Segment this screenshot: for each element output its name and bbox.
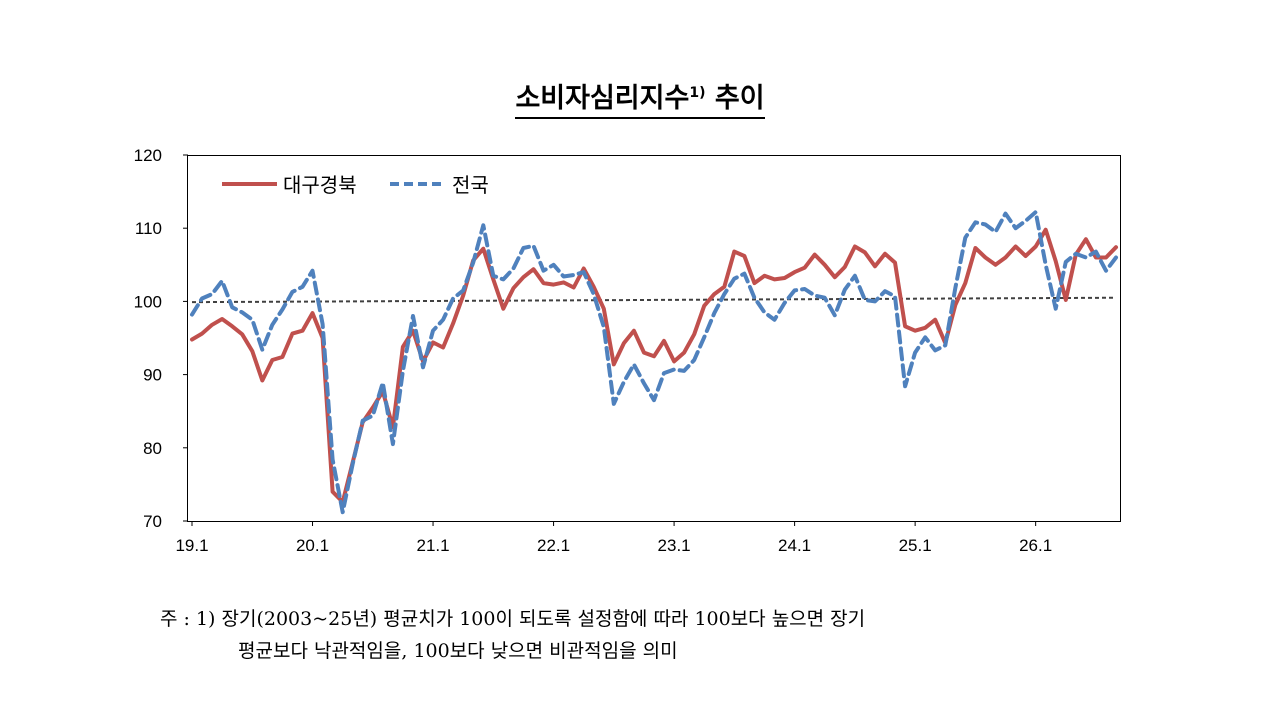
legend-label-daegu: 대구경북 <box>283 174 357 197</box>
x-tick-label: 19.1 <box>175 536 208 555</box>
title-main: 소비자심리지수 <box>515 83 690 114</box>
y-tick-label: 70 <box>143 512 162 531</box>
title-footnote-mark: 1) <box>689 85 706 101</box>
footnote-line-2: 평균보다 낙관적임을, 100보다 낮으면 비관적임을 의미 <box>238 640 678 662</box>
x-tick-label: 25.1 <box>899 536 932 555</box>
legend: 대구경북 전국 <box>222 174 489 197</box>
x-tick-label: 23.1 <box>658 536 691 555</box>
footnote: 주 : 1) 장기(2003~25년) 평균치가 100이 되도록 설정함에 따… <box>160 603 865 667</box>
y-tick-label: 120 <box>134 146 162 165</box>
y-tick-label: 110 <box>135 219 162 238</box>
footnote-line-1: 주 : 1) 장기(2003~25년) 평균치가 100이 되도록 설정함에 따… <box>160 608 866 630</box>
y-axis: 70 80 90 100 110 120 <box>134 146 188 531</box>
x-axis: 19.1 20.1 21.1 22.1 23.1 24.1 25.1 26.1 <box>175 521 1052 555</box>
line-chart: 70 80 90 100 110 120 19.1 20.1 21.1 22.1 23.1 24.1… <box>134 146 1121 555</box>
y-tick-label: 80 <box>143 439 162 458</box>
series-layer <box>190 210 1118 515</box>
plot-area <box>187 155 1121 522</box>
series-national-line <box>190 210 1118 515</box>
y-tick-label: 100 <box>134 292 162 311</box>
x-tick-label: 24.1 <box>778 536 811 555</box>
y-tick-label: 90 <box>143 366 162 385</box>
chart-title: 소비자심리지수1) 추이 <box>0 76 1280 119</box>
legend-label-national: 전국 <box>452 174 489 197</box>
title-tail: 추이 <box>705 83 765 114</box>
x-tick-label: 21.1 <box>416 536 449 555</box>
series-baseline-line <box>191 296 1117 304</box>
x-tick-label: 20.1 <box>296 536 329 555</box>
x-tick-label: 26.1 <box>1019 536 1052 555</box>
chart-title-underlined: 소비자심리지수1) 추이 <box>515 76 765 119</box>
x-tick-label: 22.1 <box>537 536 570 555</box>
